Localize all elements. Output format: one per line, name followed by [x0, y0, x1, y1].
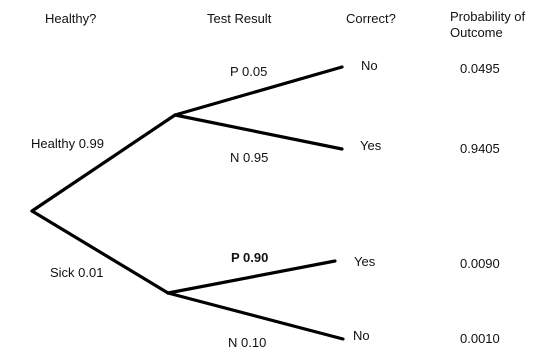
label-sick-negative: N 0.10	[228, 335, 267, 350]
label-healthy-branch: Healthy 0.99	[31, 136, 104, 151]
header-probability-line2: Outcome	[450, 25, 503, 40]
outcome-probability-3: 0.0090	[460, 256, 500, 271]
header-correct: Correct?	[346, 11, 396, 26]
branch-sick-positive	[166, 259, 337, 295]
outcome-correct-1: No	[361, 58, 378, 73]
outcome-probability-1: 0.0495	[460, 61, 500, 76]
label-sick-branch: Sick 0.01	[50, 265, 104, 280]
label-sick-positive: P 0.90	[231, 250, 269, 265]
outcome-probability-4: 0.0010	[460, 331, 500, 346]
label-healthy-positive: P 0.05	[230, 64, 268, 79]
branch-healthy-positive	[173, 65, 344, 117]
branch-root-to-healthy	[30, 113, 177, 213]
outcome-probability-2: 0.9405	[460, 141, 500, 156]
label-healthy-negative: N 0.95	[230, 150, 269, 165]
outcome-correct-3: Yes	[354, 254, 376, 269]
header-probability-line1: Probability of	[450, 9, 526, 24]
branch-sick-negative	[166, 291, 345, 341]
branch-healthy-negative	[173, 113, 344, 151]
outcome-correct-2: Yes	[360, 138, 382, 153]
branch-root-to-sick	[30, 209, 170, 295]
outcome-correct-4: No	[353, 328, 370, 343]
header-test-result: Test Result	[207, 11, 272, 26]
header-healthy: Healthy?	[45, 11, 97, 26]
